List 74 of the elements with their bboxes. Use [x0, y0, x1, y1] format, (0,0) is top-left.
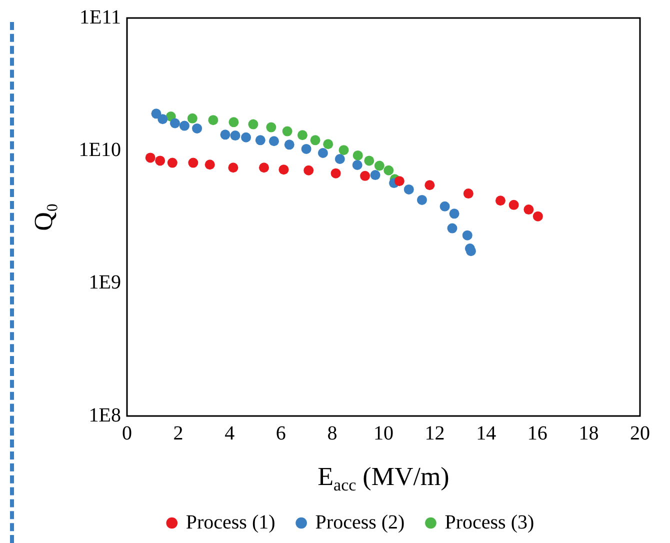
x-tick-label: 14	[476, 422, 496, 444]
point	[447, 223, 458, 234]
x-tick-label: 6	[276, 422, 286, 444]
point	[360, 170, 370, 181]
point	[208, 115, 218, 126]
point	[248, 119, 258, 130]
point	[188, 158, 198, 168]
legend-label: Process (2)	[315, 511, 405, 534]
point	[204, 160, 215, 170]
point	[228, 162, 238, 173]
x-tick-label: 18	[578, 422, 599, 444]
point	[334, 154, 345, 164]
point	[323, 139, 334, 150]
point	[155, 156, 166, 166]
x-tick-label: 12	[424, 422, 445, 444]
x-tick-label: 2	[173, 422, 184, 444]
point	[187, 113, 198, 124]
point	[241, 132, 252, 142]
y-tick-label: 1E8	[88, 404, 121, 426]
point	[374, 160, 384, 171]
y-tick-label: 1E10	[78, 138, 121, 161]
point	[282, 126, 292, 136]
point	[167, 158, 178, 168]
point	[466, 246, 476, 256]
point	[462, 230, 472, 240]
x-tick-label: 20	[630, 422, 650, 444]
x-tick-label: 4	[224, 422, 235, 444]
point	[158, 114, 168, 124]
point	[364, 156, 374, 166]
x-tick-label: 16	[527, 422, 548, 444]
point	[440, 201, 450, 212]
point	[304, 165, 314, 176]
point	[495, 196, 506, 206]
point	[318, 148, 328, 158]
point	[449, 208, 460, 219]
point	[352, 150, 363, 160]
point	[416, 194, 427, 205]
point	[297, 130, 308, 140]
point	[424, 180, 435, 190]
point	[151, 108, 162, 119]
y-axis-title: Q₀	[28, 203, 58, 231]
point	[170, 118, 180, 128]
point	[404, 184, 414, 194]
point	[330, 168, 341, 178]
point	[266, 122, 276, 132]
x-tick-label: 0	[122, 422, 132, 444]
point	[338, 145, 349, 156]
point	[370, 170, 380, 180]
point	[301, 144, 312, 154]
legend-label: Process (3)	[444, 511, 534, 534]
point	[278, 164, 289, 175]
point	[384, 165, 394, 176]
point	[258, 162, 269, 173]
x-tick-label: 8	[327, 422, 338, 444]
point	[463, 188, 474, 199]
x-tick-label: 10	[374, 422, 394, 444]
y-tick-label: 1E9	[88, 272, 121, 294]
legend-label: Process (1)	[186, 511, 276, 534]
point	[145, 152, 156, 163]
y-tick-label: 1E11	[80, 6, 121, 28]
point	[394, 176, 404, 186]
point	[508, 200, 519, 210]
point	[255, 135, 266, 146]
point	[532, 211, 543, 222]
point	[268, 136, 279, 146]
point	[220, 130, 230, 140]
point	[230, 130, 240, 141]
point	[192, 123, 202, 134]
point	[524, 204, 534, 215]
point	[284, 140, 294, 150]
point	[310, 135, 320, 146]
point	[228, 117, 239, 128]
point	[179, 120, 190, 131]
point	[352, 160, 362, 170]
